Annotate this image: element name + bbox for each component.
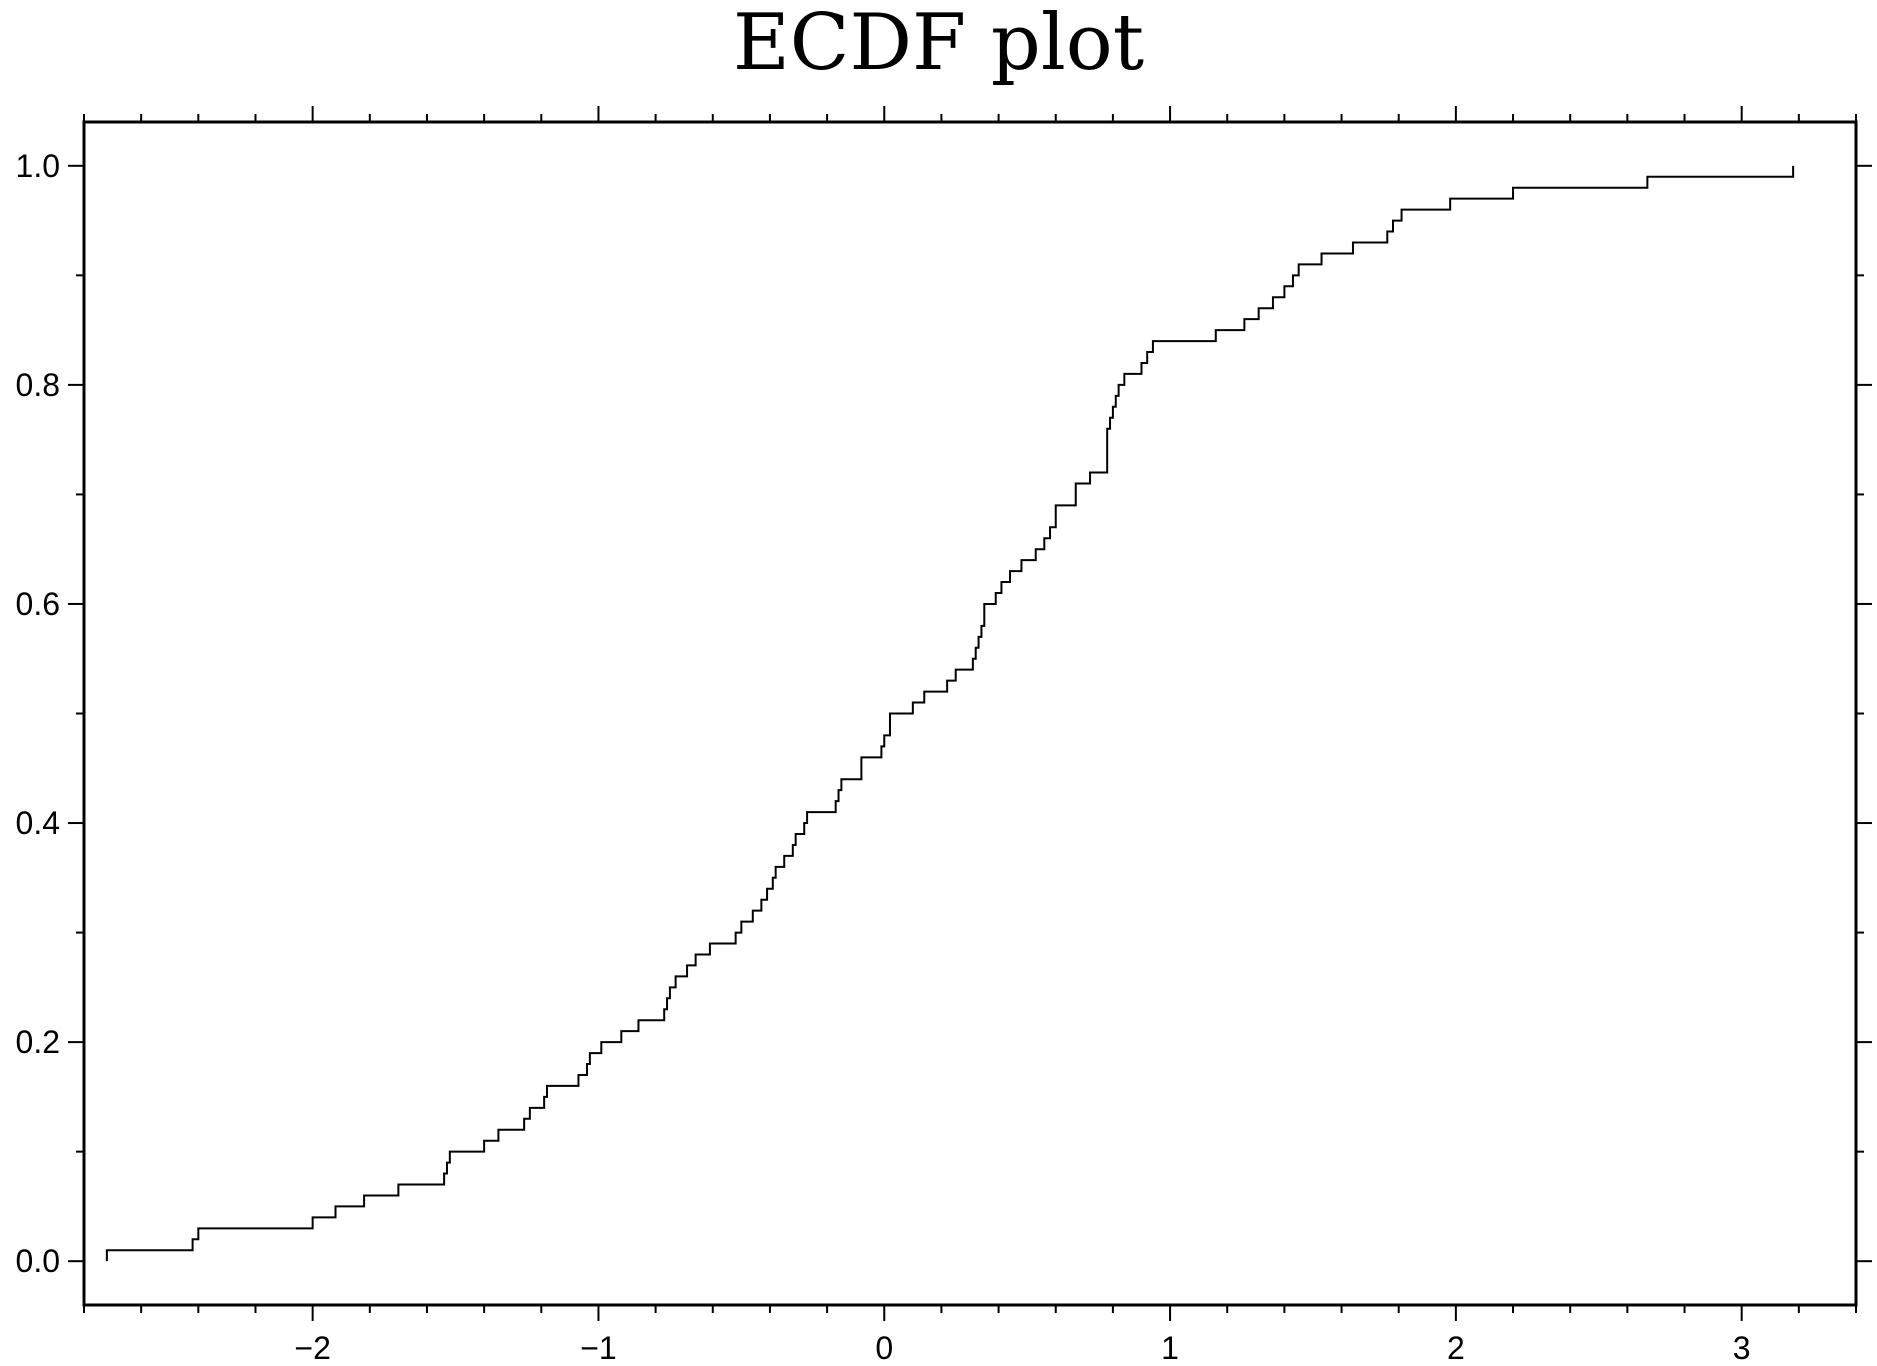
x-tick-label: 1 <box>1161 1330 1179 1366</box>
x-tick-label: 0 <box>875 1330 893 1366</box>
y-tick-label: 0.8 <box>16 367 60 403</box>
y-tick-label: 0.0 <box>16 1243 60 1279</box>
x-tick-label: −1 <box>580 1330 616 1366</box>
y-tick-label: 0.6 <box>16 586 60 622</box>
y-tick-label: 1.0 <box>16 148 60 184</box>
x-tick-label: −2 <box>294 1330 330 1366</box>
y-tick-label: 0.4 <box>16 805 60 841</box>
x-tick-label: 2 <box>1447 1330 1465 1366</box>
y-tick-label: 0.2 <box>16 1024 60 1060</box>
plot-frame <box>82 120 1858 1307</box>
ecdf-step-line <box>105 165 1795 1262</box>
x-tick-label: 3 <box>1733 1330 1751 1366</box>
chart-title: ECDF plot <box>732 0 1145 88</box>
